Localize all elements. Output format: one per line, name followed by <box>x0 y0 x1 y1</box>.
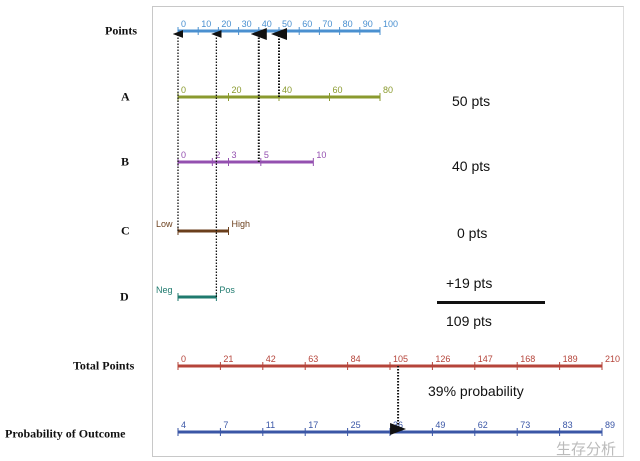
tick-label-total: 63 <box>308 354 318 364</box>
row-label-prob: Probability of Outcome <box>5 426 126 441</box>
tick-label-b: 0 <box>181 150 186 160</box>
tick-label-prob: 89 <box>605 420 615 430</box>
tick-label-points: 20 <box>221 19 231 29</box>
tick-label-total: 84 <box>351 354 361 364</box>
tick-label-prob: 49 <box>435 420 445 430</box>
result-probability: 39% probability <box>428 383 524 399</box>
tick-label-d: Pos <box>219 285 235 295</box>
result-d: +19 pts <box>446 275 493 291</box>
tick-label-points: 50 <box>282 19 292 29</box>
result-total: 109 pts <box>446 313 492 329</box>
tick-label-points: 70 <box>322 19 332 29</box>
tick-label-points: 0 <box>181 19 186 29</box>
tick-label-prob: 4 <box>181 420 186 430</box>
tick-label-b: 3 <box>232 150 237 160</box>
tick-label-b: 2 <box>215 150 220 160</box>
tick-label-total: 210 <box>605 354 620 364</box>
tick-label-total: 21 <box>223 354 233 364</box>
tick-label-points: 30 <box>242 19 252 29</box>
row-label-points: Points <box>105 23 138 38</box>
tick-label-prob: 17 <box>308 420 318 430</box>
row-label-a: A <box>121 89 130 104</box>
tick-label-total: 0 <box>181 354 186 364</box>
tick-label-a: 20 <box>232 85 242 95</box>
tick-label-prob: 62 <box>478 420 488 430</box>
tick-label-prob: 25 <box>351 420 361 430</box>
watermark: 生存分析 <box>556 441 617 458</box>
tick-label-a: 40 <box>282 85 292 95</box>
result-a: 50 pts <box>452 93 491 109</box>
tick-label-points: 90 <box>363 19 373 29</box>
tick-label-points: 40 <box>262 19 272 29</box>
tick-label-a: 0 <box>181 85 186 95</box>
tick-label-total: 105 <box>393 354 408 364</box>
row-label-d: D <box>120 289 129 304</box>
tick-label-total: 189 <box>563 354 578 364</box>
tick-label-total: 126 <box>435 354 450 364</box>
tick-label-d: Neg <box>156 285 173 295</box>
result-b: 40 pts <box>452 158 491 174</box>
tick-label-b: 10 <box>316 150 326 160</box>
tick-label-points: 60 <box>302 19 312 29</box>
sum-divider <box>437 301 545 304</box>
tick-label-total: 147 <box>478 354 493 364</box>
tick-label-total: 168 <box>520 354 535 364</box>
tick-label-b: 5 <box>264 150 269 160</box>
tick-label-prob: 7 <box>223 420 228 430</box>
result-c: 0 pts <box>457 225 488 241</box>
row-label-c: C <box>121 223 130 238</box>
tick-label-points: 100 <box>383 19 398 29</box>
nomogram-frame <box>152 6 624 457</box>
tick-label-a: 60 <box>333 85 343 95</box>
tick-label-c: High <box>232 219 251 229</box>
tick-label-prob: 83 <box>563 420 573 430</box>
tick-label-prob: 11 <box>266 420 275 430</box>
tick-label-total: 42 <box>266 354 276 364</box>
row-label-b: B <box>121 154 130 169</box>
row-label-total: Total Points <box>73 358 135 373</box>
tick-label-c: Low <box>156 219 173 229</box>
tick-label-prob: 73 <box>520 420 530 430</box>
tick-label-a: 80 <box>383 85 393 95</box>
tick-label-points: 80 <box>343 19 353 29</box>
tick-label-points: 10 <box>201 19 211 29</box>
